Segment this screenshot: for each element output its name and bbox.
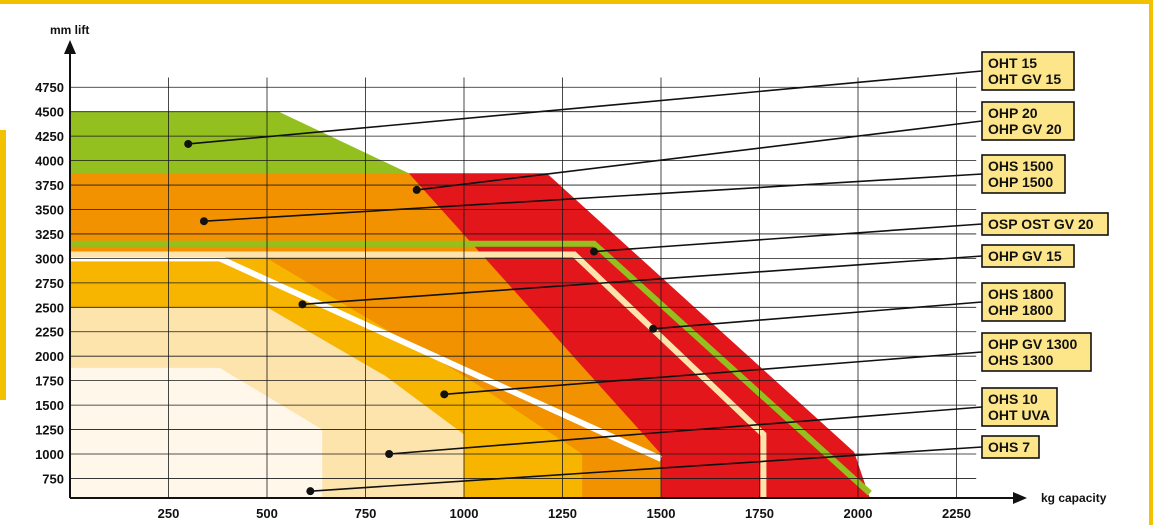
label-text-2-0: OHS 1500 — [988, 158, 1054, 174]
capacity-regions — [70, 111, 870, 499]
label-box-2 — [981, 154, 1066, 194]
x-tick-label-5: 1500 — [647, 506, 676, 521]
x-tick-label-3: 1000 — [450, 506, 479, 521]
series-line-0 — [70, 240, 872, 496]
series-line-2 — [70, 251, 767, 498]
y-tick-label-11: 3500 — [35, 202, 64, 217]
leader-line-6 — [444, 351, 983, 396]
leader-line-1 — [416, 120, 983, 191]
y-tick-label-5: 2000 — [35, 349, 64, 364]
x-tick-label-6: 1750 — [745, 506, 774, 521]
label-text-7-1: OHT UVA — [988, 407, 1050, 423]
y-axis-arrow — [64, 40, 76, 54]
region-1 — [70, 111, 409, 498]
y-tick-label-9: 3000 — [35, 251, 64, 266]
label-text-7-0: OHS 10 — [988, 391, 1038, 407]
x-tick-label-7: 2000 — [844, 506, 873, 521]
label-box-0 — [981, 51, 1075, 91]
y-axis-title: mm lift — [50, 23, 89, 37]
leader-line-2 — [203, 173, 983, 223]
leader-dot-0 — [184, 139, 193, 148]
label-text-0-0: OHT 15 — [988, 55, 1037, 71]
left-accent-bar — [0, 130, 6, 400]
x-tick-label-4: 1250 — [548, 506, 577, 521]
y-tick-label-2: 1250 — [35, 423, 64, 438]
top-border — [0, 0, 1153, 4]
label-box-6 — [981, 332, 1092, 372]
label-text-0-1: OHT GV 15 — [988, 71, 1061, 87]
label-text-3-0: OSP OST GV 20 — [988, 216, 1094, 232]
x-tick-label-1: 500 — [256, 506, 278, 521]
leader-dot-2 — [199, 217, 208, 226]
label-box-5 — [981, 282, 1066, 322]
label-text-6-0: OHP GV 1300 — [988, 336, 1077, 352]
label-text-5-1: OHP 1800 — [988, 302, 1053, 318]
leader-line-7 — [389, 406, 983, 455]
y-tick-label-15: 4500 — [35, 105, 64, 120]
label-text-1-1: OHP GV 20 — [988, 121, 1062, 137]
y-tick-label-13: 4000 — [35, 154, 64, 169]
grid — [70, 77, 977, 498]
y-tick-label-10: 3250 — [35, 227, 64, 242]
leader-dot-8 — [306, 487, 315, 496]
leader-line-4 — [302, 255, 983, 306]
x-tick-label-2: 750 — [355, 506, 377, 521]
leader-dot-6 — [440, 390, 449, 399]
x-tick-label-8: 2250 — [942, 506, 971, 521]
x-axis-arrow — [1013, 492, 1027, 504]
label-text-5-0: OHS 1800 — [988, 286, 1054, 302]
label-text-2-1: OHP 1500 — [988, 174, 1053, 190]
leader-dot-5 — [649, 324, 658, 333]
leader-dot-4 — [298, 300, 307, 309]
leader-dot-1 — [412, 185, 421, 194]
leader-dot-3 — [590, 247, 599, 256]
y-tick-label-16: 4750 — [35, 80, 64, 95]
leader-dot-7 — [385, 449, 394, 458]
axes: 750 1000 1250 1500 1750 2000 2250 2500 2750 3000 3… — [35, 40, 1027, 521]
y-tick-label-14: 4250 — [35, 129, 64, 144]
y-tick-label-12: 3750 — [35, 178, 64, 193]
label-text-1-0: OHP 20 — [988, 105, 1038, 121]
label-text-4-0: OHP GV 15 — [988, 248, 1062, 264]
leader-line-3 — [593, 223, 983, 253]
label-box-8 — [981, 435, 1040, 459]
label-text-8-0: OHS 7 — [988, 439, 1030, 455]
right-border — [1149, 0, 1153, 525]
y-tick-label-0: 750 — [42, 471, 64, 486]
label-box-7 — [981, 387, 1058, 427]
y-tick-label-7: 2500 — [35, 300, 64, 315]
x-tick-label-0: 250 — [158, 506, 180, 521]
label-box-3 — [981, 212, 1109, 236]
y-tick-label-3: 1500 — [35, 398, 64, 413]
leader-line-0 — [188, 70, 983, 145]
y-tick-label-6: 2250 — [35, 325, 64, 340]
y-tick-label-8: 2750 — [35, 276, 64, 291]
y-tick-label-1: 1000 — [35, 447, 64, 462]
leader-line-8 — [310, 446, 983, 492]
x-axis-title: kg capacity — [1041, 491, 1107, 505]
region-5 — [70, 367, 323, 498]
label-box-4 — [981, 244, 1075, 268]
leader-line-5 — [653, 301, 983, 330]
label-box-1 — [981, 101, 1075, 141]
y-tick-label-4: 1750 — [35, 374, 64, 389]
label-text-6-1: OHS 1300 — [988, 352, 1054, 368]
